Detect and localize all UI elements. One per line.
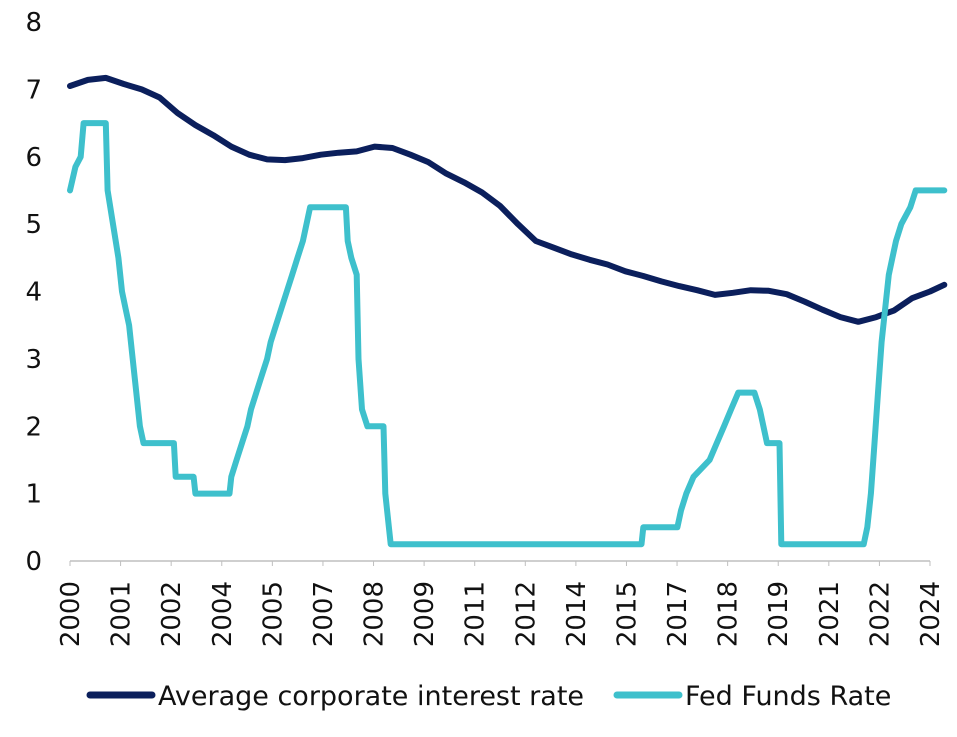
x-tick-label: 2004 (208, 581, 238, 647)
x-tick-label: 2007 (309, 581, 339, 647)
series-line-corporate-rate (67, 74, 948, 325)
y-tick-label: 5 (25, 210, 42, 240)
y-tick-label: 0 (25, 547, 42, 577)
x-tick-label: 2005 (258, 581, 288, 647)
series-line-fed-funds-rate (67, 120, 948, 548)
y-tick-label: 3 (25, 345, 42, 375)
y-tick-label: 6 (25, 143, 42, 173)
x-tick-label: 2015 (612, 581, 642, 647)
x-tick-label: 2018 (714, 581, 744, 647)
series-lines (67, 74, 948, 548)
x-tick-label: 2014 (562, 581, 592, 647)
y-tick-label: 8 (25, 8, 42, 38)
legend-label-corporate: Average corporate interest rate (158, 681, 584, 712)
y-tick-label: 1 (25, 480, 42, 510)
x-tick-label: 2017 (663, 581, 693, 647)
x-tick-label: 2019 (764, 581, 794, 647)
x-tick-label: 2001 (107, 581, 137, 647)
legend: Average corporate interest rate Fed Fund… (86, 681, 891, 712)
x-tick-label: 2021 (815, 581, 845, 647)
x-tick-label: 2002 (157, 581, 187, 647)
x-tick-label: 2022 (865, 581, 895, 647)
x-tick-label: 2012 (511, 581, 541, 647)
x-axis-ticks: 2000 2001 2002 2004 2005 2007 2008 2009 2011 2012… (56, 561, 946, 647)
x-tick-label: 2008 (360, 581, 390, 647)
y-tick-label: 2 (25, 412, 42, 442)
x-tick-label: 2000 (56, 581, 86, 647)
x-tick-label: 2011 (461, 581, 491, 647)
y-tick-label: 4 (25, 278, 42, 308)
x-tick-label: 2024 (916, 581, 946, 647)
y-tick-label: 7 (25, 75, 42, 105)
x-tick-label: 2009 (410, 581, 440, 647)
y-axis-ticks: 0 1 2 3 4 5 6 7 8 (25, 8, 42, 577)
legend-label-fed-funds: Fed Funds Rate (685, 681, 891, 712)
